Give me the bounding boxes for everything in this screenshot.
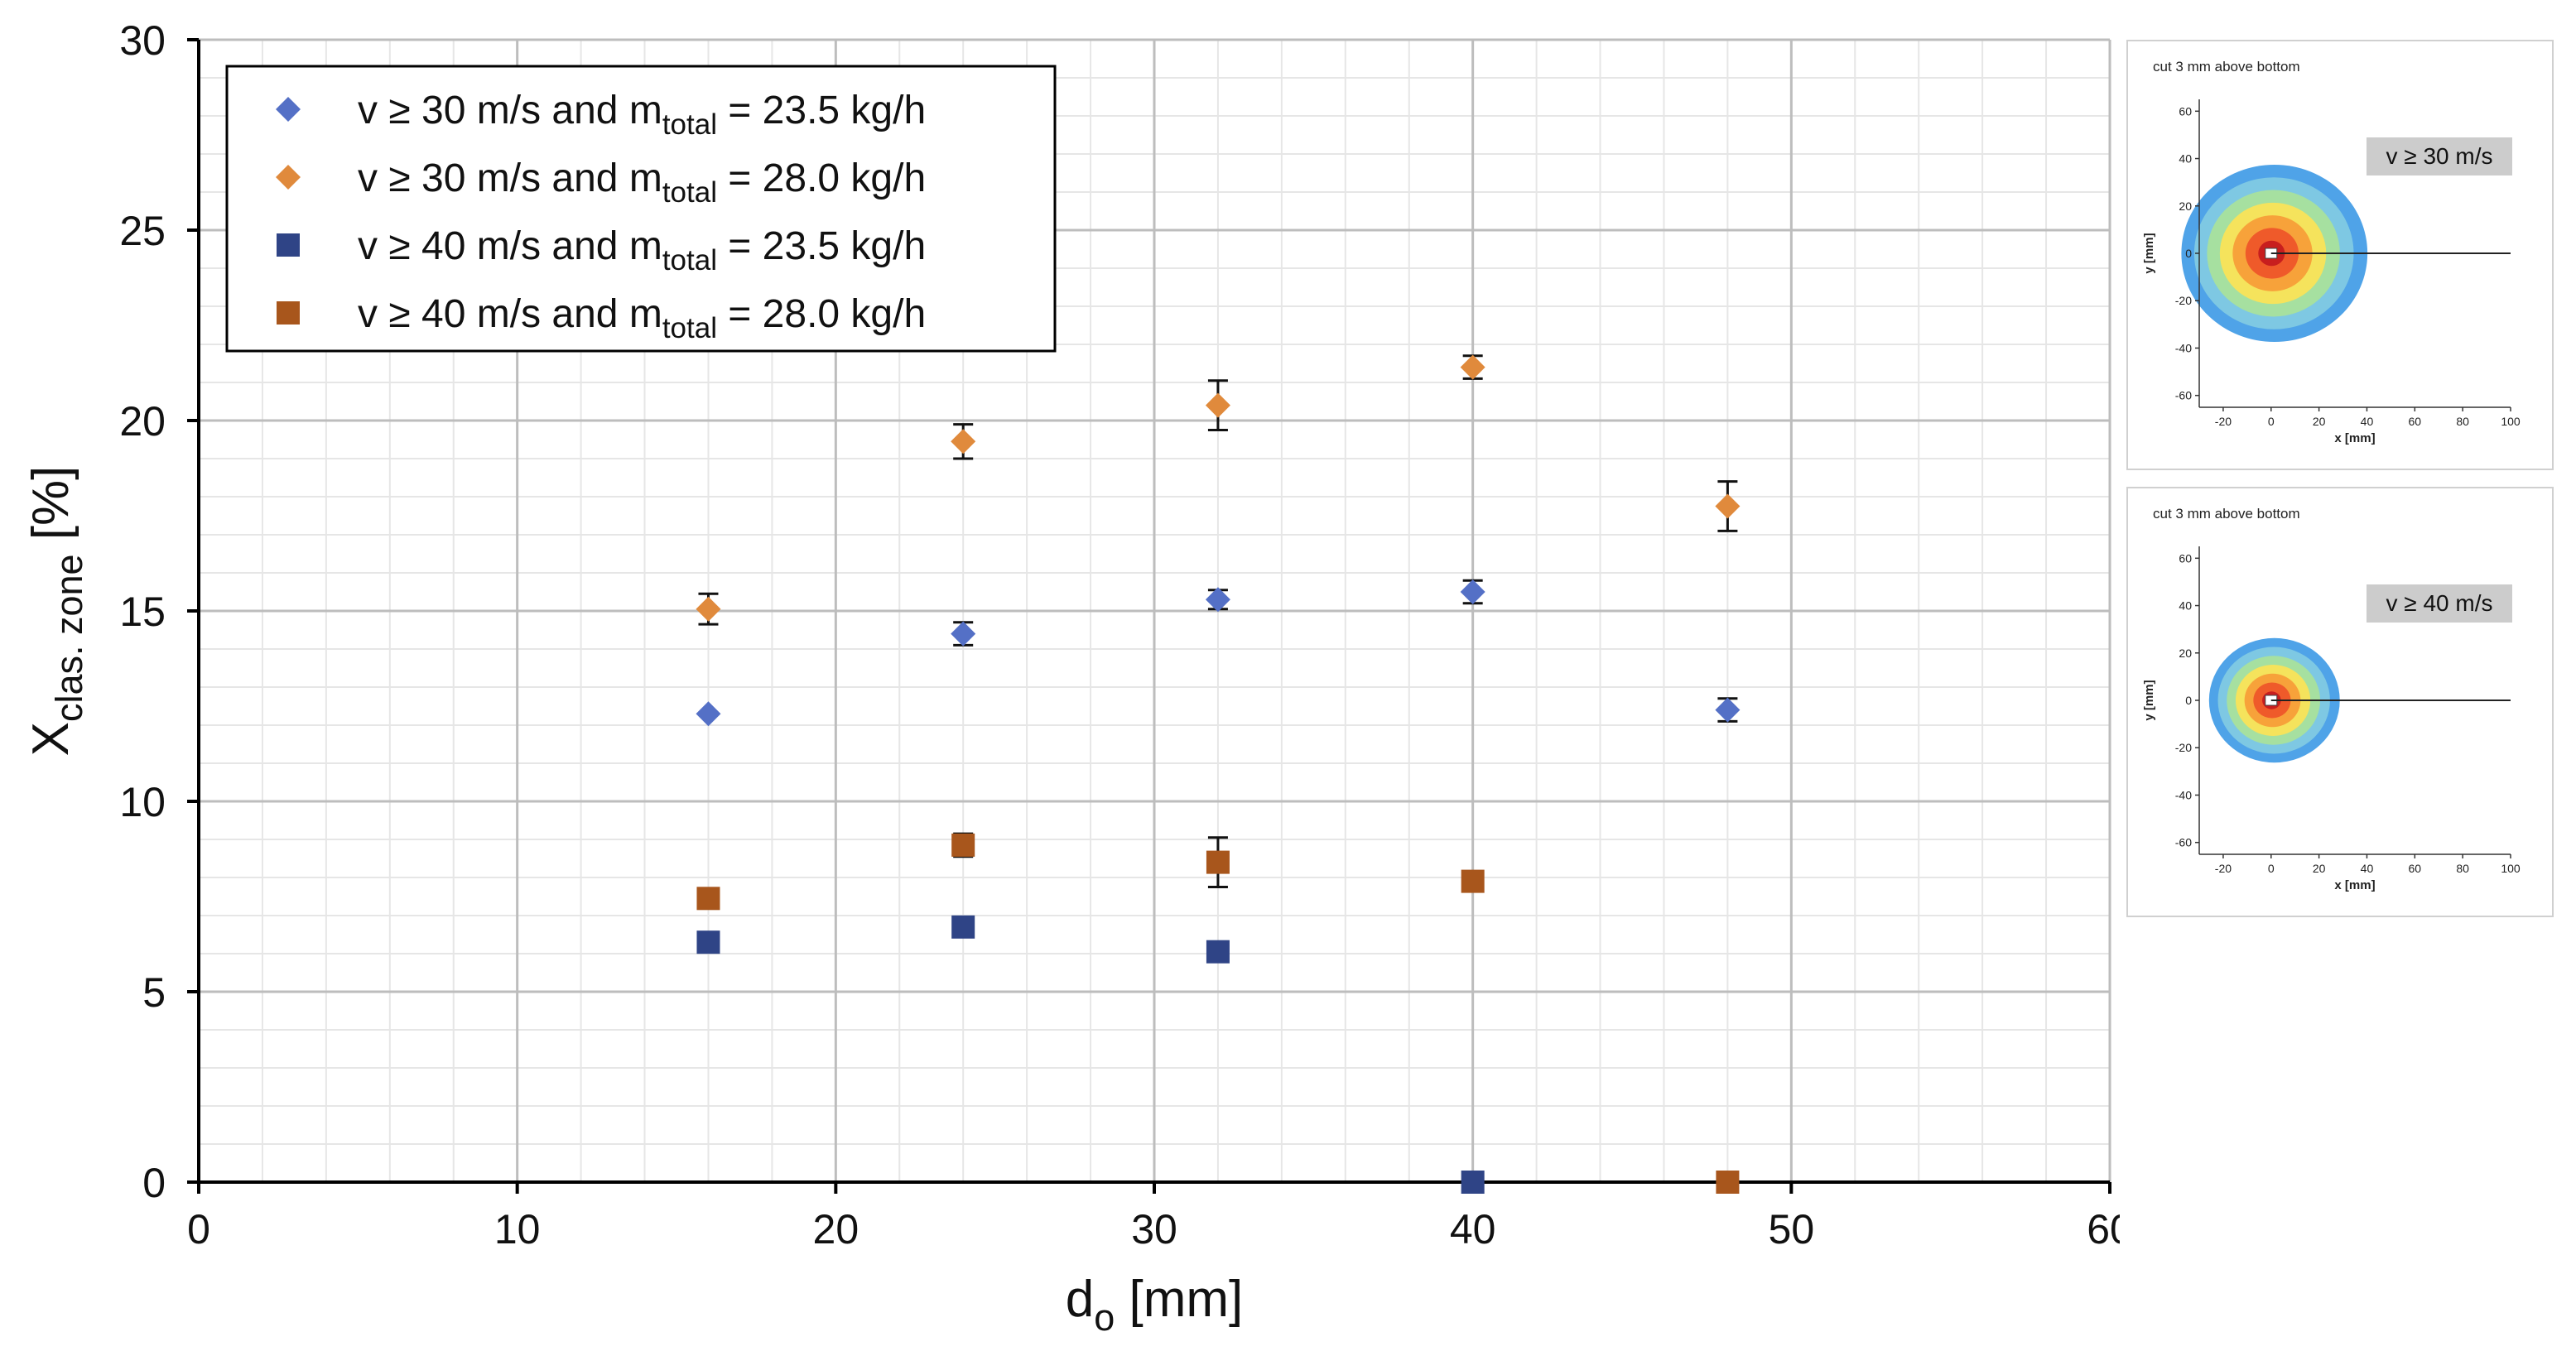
data-point — [1716, 1171, 1740, 1194]
legend: v ≥ 30 m/s and mtotal = 23.5 kg/h v ≥ 30 … — [225, 65, 1057, 353]
inset-x-label: x [mm] — [2334, 431, 2375, 445]
data-point — [951, 429, 976, 454]
inset-x-tick-label: 100 — [2501, 862, 2521, 875]
inset-x-tick-label: 20 — [2313, 862, 2326, 875]
inset-x-tick-label: 40 — [2361, 862, 2374, 875]
x-tick-label: 30 — [1131, 1206, 1177, 1252]
legend-box — [225, 65, 1057, 353]
x-tick-label: 60 — [2087, 1206, 2120, 1252]
data-point — [1715, 493, 1741, 519]
y-tick-label: 25 — [119, 208, 166, 254]
inset-panel-30ms: cut 3 mm above bottom -20 0 20 40 60 80 100 60 40… — [2126, 40, 2554, 470]
data-point — [1715, 697, 1741, 723]
inset-y-tick-label: 0 — [2185, 694, 2192, 707]
y-tick-label: 30 — [119, 17, 166, 64]
data-point — [696, 887, 720, 911]
x-tick-label: 50 — [1769, 1206, 1815, 1252]
velocity-badge-label: v ≥ 30 m/s — [2386, 143, 2493, 169]
y-tick-label: 5 — [142, 969, 166, 1016]
inset-y-tick-label: 40 — [2179, 599, 2192, 613]
inset-x-tick-label: 0 — [2268, 415, 2275, 428]
axes-layer: 0 10 20 30 40 50 60 0 5 10 15 20 25 30 do [mm] Xclas. z… — [22, 17, 2120, 1339]
legend-label: v ≥ 40 m/s and mtotal = 28.0 kg/h — [358, 292, 926, 344]
inset-x-tick-label: -20 — [2215, 415, 2232, 428]
data-point — [1461, 869, 1485, 893]
inset-y-label-group: y [mm] — [2142, 680, 2156, 720]
main-chart: 0 10 20 30 40 50 60 0 5 10 15 20 25 30 do [mm] Xclas. z… — [22, 17, 2120, 1339]
x-axis-label: do [mm] — [1066, 1271, 1244, 1339]
series-s3 — [696, 915, 1485, 1194]
data-point — [696, 701, 721, 727]
legend-marker — [277, 301, 300, 325]
inset-x-label: x [mm] — [2334, 878, 2375, 892]
data-point — [951, 621, 976, 647]
inset-x-tick-label: 40 — [2361, 415, 2374, 428]
inset-y-tick-label: -40 — [2175, 341, 2192, 354]
legend-marker — [276, 97, 301, 122]
inset-plot: cut 3 mm above bottom -20 0 20 40 60 80 100 60 40… — [2142, 59, 2521, 445]
y-axis-label: Xclas. zone [%] — [22, 466, 90, 757]
inset-panel-40ms: cut 3 mm above bottom -20 0 20 40 60 80 100 60 40… — [2126, 487, 2554, 917]
data-point — [1460, 579, 1485, 604]
inset-x-tick-label: 0 — [2268, 862, 2275, 875]
inset-title: cut 3 mm above bottom — [2153, 506, 2300, 522]
data-point — [696, 596, 721, 622]
inset-y-tick-label: 40 — [2179, 152, 2192, 166]
y-tick-label: 15 — [119, 589, 166, 635]
inset-y-tick-label: 60 — [2179, 104, 2192, 118]
inset-x-tick-label: 60 — [2409, 862, 2422, 875]
inset-x-tick-label: 60 — [2409, 415, 2422, 428]
x-tick-label: 20 — [813, 1206, 859, 1252]
inset-y-tick-label: -20 — [2175, 741, 2192, 754]
x-tick-label: 10 — [494, 1206, 541, 1252]
y-tick-label: 10 — [119, 779, 166, 825]
legend-marker — [276, 165, 301, 190]
inset-y-label: y [mm] — [2142, 233, 2156, 273]
inset-x-tick-label: 80 — [2456, 862, 2469, 875]
inset-y-tick-label: 20 — [2179, 647, 2192, 660]
inset-y-tick-label: -20 — [2175, 294, 2192, 307]
marks-layer — [696, 354, 1741, 1194]
legend-marker — [277, 233, 300, 257]
x-tick-label: 40 — [1450, 1206, 1496, 1252]
inset-title: cut 3 mm above bottom — [2153, 59, 2300, 75]
data-point — [1205, 392, 1230, 418]
inset-x-tick-label: 100 — [2501, 415, 2521, 428]
y-axis-label-group: Xclas. zone [%] — [22, 466, 90, 757]
inset-y-label: y [mm] — [2142, 680, 2156, 720]
series-s1 — [696, 579, 1741, 727]
data-point — [696, 930, 720, 954]
data-point — [1460, 354, 1485, 380]
y-tick-label: 0 — [142, 1160, 166, 1206]
inset-plot: cut 3 mm above bottom -20 0 20 40 60 80 100 60 40… — [2142, 506, 2521, 892]
data-point — [951, 915, 975, 939]
inset-y-tick-label: -60 — [2175, 389, 2192, 402]
data-point — [1206, 940, 1230, 964]
data-point — [951, 833, 975, 857]
data-point — [1461, 1171, 1485, 1194]
inset-x-tick-label: -20 — [2215, 862, 2232, 875]
x-tick-label: 0 — [187, 1206, 210, 1252]
y-tick-label: 20 — [119, 398, 166, 445]
series-s2 — [696, 354, 1741, 626]
data-point — [1205, 587, 1230, 613]
velocity-badge — [2367, 137, 2512, 175]
inset-y-tick-label: 0 — [2185, 247, 2192, 260]
legend-label: v ≥ 30 m/s and mtotal = 23.5 kg/h — [358, 89, 926, 141]
inset-y-tick-label: -60 — [2175, 836, 2192, 849]
inset-y-tick-label: -40 — [2175, 788, 2192, 801]
inset-y-label-group: y [mm] — [2142, 233, 2156, 273]
inset-y-tick-label: 60 — [2179, 551, 2192, 565]
data-point — [1206, 850, 1230, 874]
legend-label: v ≥ 30 m/s and mtotal = 28.0 kg/h — [358, 156, 926, 209]
series-s4 — [696, 832, 1740, 1194]
inset-x-tick-label: 80 — [2456, 415, 2469, 428]
velocity-badge-label: v ≥ 40 m/s — [2386, 590, 2493, 616]
inset-x-tick-label: 20 — [2313, 415, 2326, 428]
inset-y-tick-label: 20 — [2179, 200, 2192, 213]
velocity-badge — [2367, 584, 2512, 623]
legend-label: v ≥ 40 m/s and mtotal = 23.5 kg/h — [358, 224, 926, 276]
